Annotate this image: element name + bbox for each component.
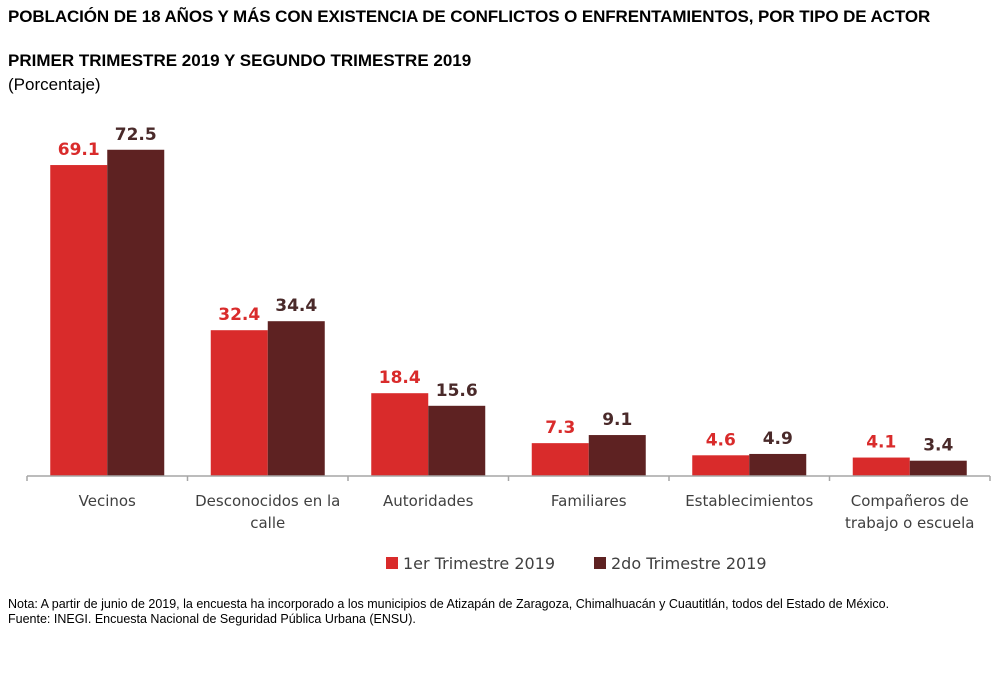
value-label: 3.4 [923,436,953,456]
x-axis [26,475,991,481]
x-tick-label: trabajo o escuela [845,514,974,532]
x-tick-labels-group: Vecinos Desconocidos en la calle Autoridade… [79,492,975,532]
bar-q2-5 [909,460,967,476]
chart-title: POBLACIÓN DE 18 AÑOS Y MÁS CON EXISTENCI… [8,7,931,26]
value-label: 7.3 [545,418,575,438]
value-labels-group: 69.1 72.5 32.4 34.4 18.4 15.6 7.3 9.1 4.6 4.9 4.1 3… [58,125,954,456]
chart-notes: Nota: A partir de junio de 2019, la encu… [8,597,998,627]
x-tick-label: calle [250,514,285,532]
legend-label: 2do Trimestre 2019 [611,554,767,573]
x-tick-label: Familiares [551,492,627,510]
value-label: 4.6 [706,430,736,450]
value-label: 9.1 [602,410,632,430]
bar-chart: 69.1 72.5 32.4 34.4 18.4 15.6 7.3 9.1 4.6 4.9 4.1 3… [26,125,991,573]
legend-label: 1er Trimestre 2019 [403,554,555,573]
legend-swatch [594,557,606,569]
x-tick-label: Compañeros de [851,492,969,510]
source-text: Fuente: INEGI. Encuesta Nacional de Segu… [8,612,416,626]
value-label: 4.9 [763,429,793,449]
value-label: 18.4 [379,368,421,388]
bar-q1-2 [371,393,429,476]
legend: 1er Trimestre 2019 2do Trimestre 2019 [386,554,767,573]
value-label: 34.4 [275,296,317,316]
bar-q2-3 [588,435,646,476]
bar-q1-5 [852,457,910,476]
bar-q2-4 [749,453,807,476]
value-label: 69.1 [58,140,100,160]
bar-q2-0 [107,149,165,476]
value-label: 15.6 [436,381,478,401]
value-label: 32.4 [218,305,260,325]
bar-q1-0 [50,165,108,477]
x-tick-label: Vecinos [79,492,136,510]
x-tick-label: Establecimientos [685,492,813,510]
bar-q1-4 [692,455,750,476]
legend-swatch [386,557,398,569]
x-tick-label: Autoridades [383,492,474,510]
bar-q1-3 [531,443,589,476]
chart-subtitle: PRIMER TRIMESTRE 2019 Y SEGUNDO TRIMESTR… [8,51,472,70]
bars-group [50,149,967,477]
chart-unit-label: (Porcentaje) [8,75,101,94]
bar-q1-1 [210,330,268,476]
value-label: 4.1 [866,433,896,453]
bar-q2-1 [267,321,325,476]
note-text: Nota: A partir de junio de 2019, la encu… [8,597,890,611]
value-label: 72.5 [115,125,157,145]
bar-q2-2 [428,405,486,476]
x-tick-label: Desconocidos en la [195,492,340,510]
